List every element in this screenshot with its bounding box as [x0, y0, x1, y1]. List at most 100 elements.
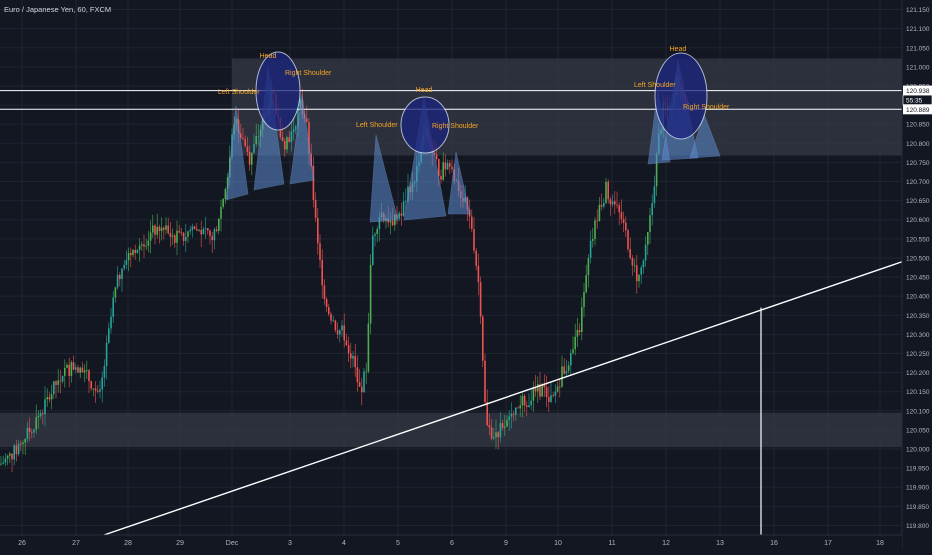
candle-body: [497, 432, 499, 438]
trendline: [103, 261, 903, 536]
price-tick-label: 119.900: [906, 485, 929, 492]
candle-body: [526, 405, 528, 407]
time-tick-label: 5: [396, 540, 400, 547]
candle-body: [638, 274, 640, 282]
time-axis-panel[interactable]: [0, 535, 902, 550]
time-tick-label: 4: [342, 540, 346, 547]
candle-body: [281, 137, 284, 142]
candle-body: [543, 384, 546, 388]
candle-body: [506, 419, 508, 427]
candle-body: [114, 287, 117, 298]
candle-body: [323, 285, 326, 299]
candle-body: [567, 365, 570, 371]
candle-body: [440, 176, 442, 180]
candle-body: [400, 213, 403, 216]
candle-body: [378, 216, 381, 230]
candle-body: [24, 439, 26, 443]
candle-body: [642, 260, 645, 268]
pattern-triangle: [447, 151, 471, 215]
candle-body: [314, 199, 317, 218]
candle-body: [354, 355, 356, 368]
candle-body: [86, 370, 88, 371]
candle-body: [552, 395, 554, 397]
price-tick-label: 120.550: [906, 236, 930, 243]
candle-body: [471, 216, 473, 229]
candle-body: [653, 186, 656, 204]
candle-body: [319, 243, 321, 260]
head-circle: [255, 51, 301, 131]
candle-body: [125, 260, 128, 265]
candle-body: [26, 427, 29, 440]
candle-body: [53, 381, 55, 395]
price-tick-label: 120.600: [906, 217, 930, 224]
pattern-triangle: [289, 93, 315, 185]
price-tick-label: 121.100: [906, 26, 930, 33]
candle-body: [537, 384, 539, 392]
candle-body: [636, 265, 638, 282]
candle-body: [451, 166, 453, 170]
candle-body: [391, 221, 394, 226]
time-tick-label: 26: [18, 540, 26, 547]
candle-body: [9, 453, 11, 456]
candle-body: [13, 445, 15, 460]
candle-body: [493, 437, 495, 439]
candle-body: [33, 429, 35, 433]
head-circle: [654, 52, 708, 140]
candle-body: [4, 458, 7, 463]
candle-body: [2, 462, 4, 464]
candle-body: [363, 371, 365, 393]
price-tag-label: 120.938: [906, 88, 930, 95]
candle-body: [398, 213, 400, 219]
candle-body: [257, 136, 260, 138]
pattern-label-right-shoulder: Right Shoulder: [285, 70, 332, 77]
candle-body: [334, 320, 337, 331]
candle-body: [167, 225, 169, 234]
candle-body: [196, 229, 198, 231]
candle-body: [605, 181, 607, 203]
candle-body: [574, 336, 576, 350]
candle-body: [336, 330, 339, 335]
time-tick-label: 12: [662, 540, 670, 547]
price-tick-label: 120.450: [906, 275, 930, 282]
candle-body: [620, 212, 623, 220]
candle-body: [119, 274, 121, 280]
candle-body: [600, 204, 603, 207]
pattern-label-head: Head: [260, 53, 277, 60]
candle-body: [446, 163, 449, 170]
candle-body: [473, 228, 475, 251]
candle-body: [255, 136, 257, 145]
candle-body: [598, 204, 601, 221]
candle-body: [541, 384, 543, 397]
candle-body: [218, 218, 220, 231]
candle-body: [44, 399, 46, 415]
candle-body: [75, 367, 77, 370]
candle-body: [484, 360, 486, 403]
candle-body: [70, 362, 73, 376]
candle-body: [532, 388, 535, 401]
price-tick-label: 121.050: [906, 45, 930, 52]
candle-body: [603, 202, 605, 207]
time-tick-label: 6: [450, 540, 454, 547]
candle-body: [251, 152, 253, 165]
candle-body: [490, 427, 493, 439]
price-tick-label: 120.250: [906, 351, 930, 358]
candle-body: [156, 226, 158, 235]
candle-body: [510, 413, 513, 417]
candle-body: [209, 230, 211, 237]
candle-body: [343, 325, 345, 341]
candle-body: [64, 368, 66, 376]
candle-body: [97, 390, 99, 392]
candle-body: [548, 397, 550, 402]
candle-body: [253, 144, 255, 153]
candle-body: [61, 375, 64, 382]
price-tick-label: 119.850: [906, 504, 929, 511]
time-tick-label: 28: [124, 540, 132, 547]
candle-body: [68, 364, 70, 376]
candle-body: [242, 137, 244, 140]
candle-body: [572, 349, 574, 354]
candle-body: [504, 426, 506, 428]
candle-body: [92, 388, 95, 390]
time-tick-label: 9: [504, 540, 508, 547]
candle-body: [189, 229, 191, 232]
